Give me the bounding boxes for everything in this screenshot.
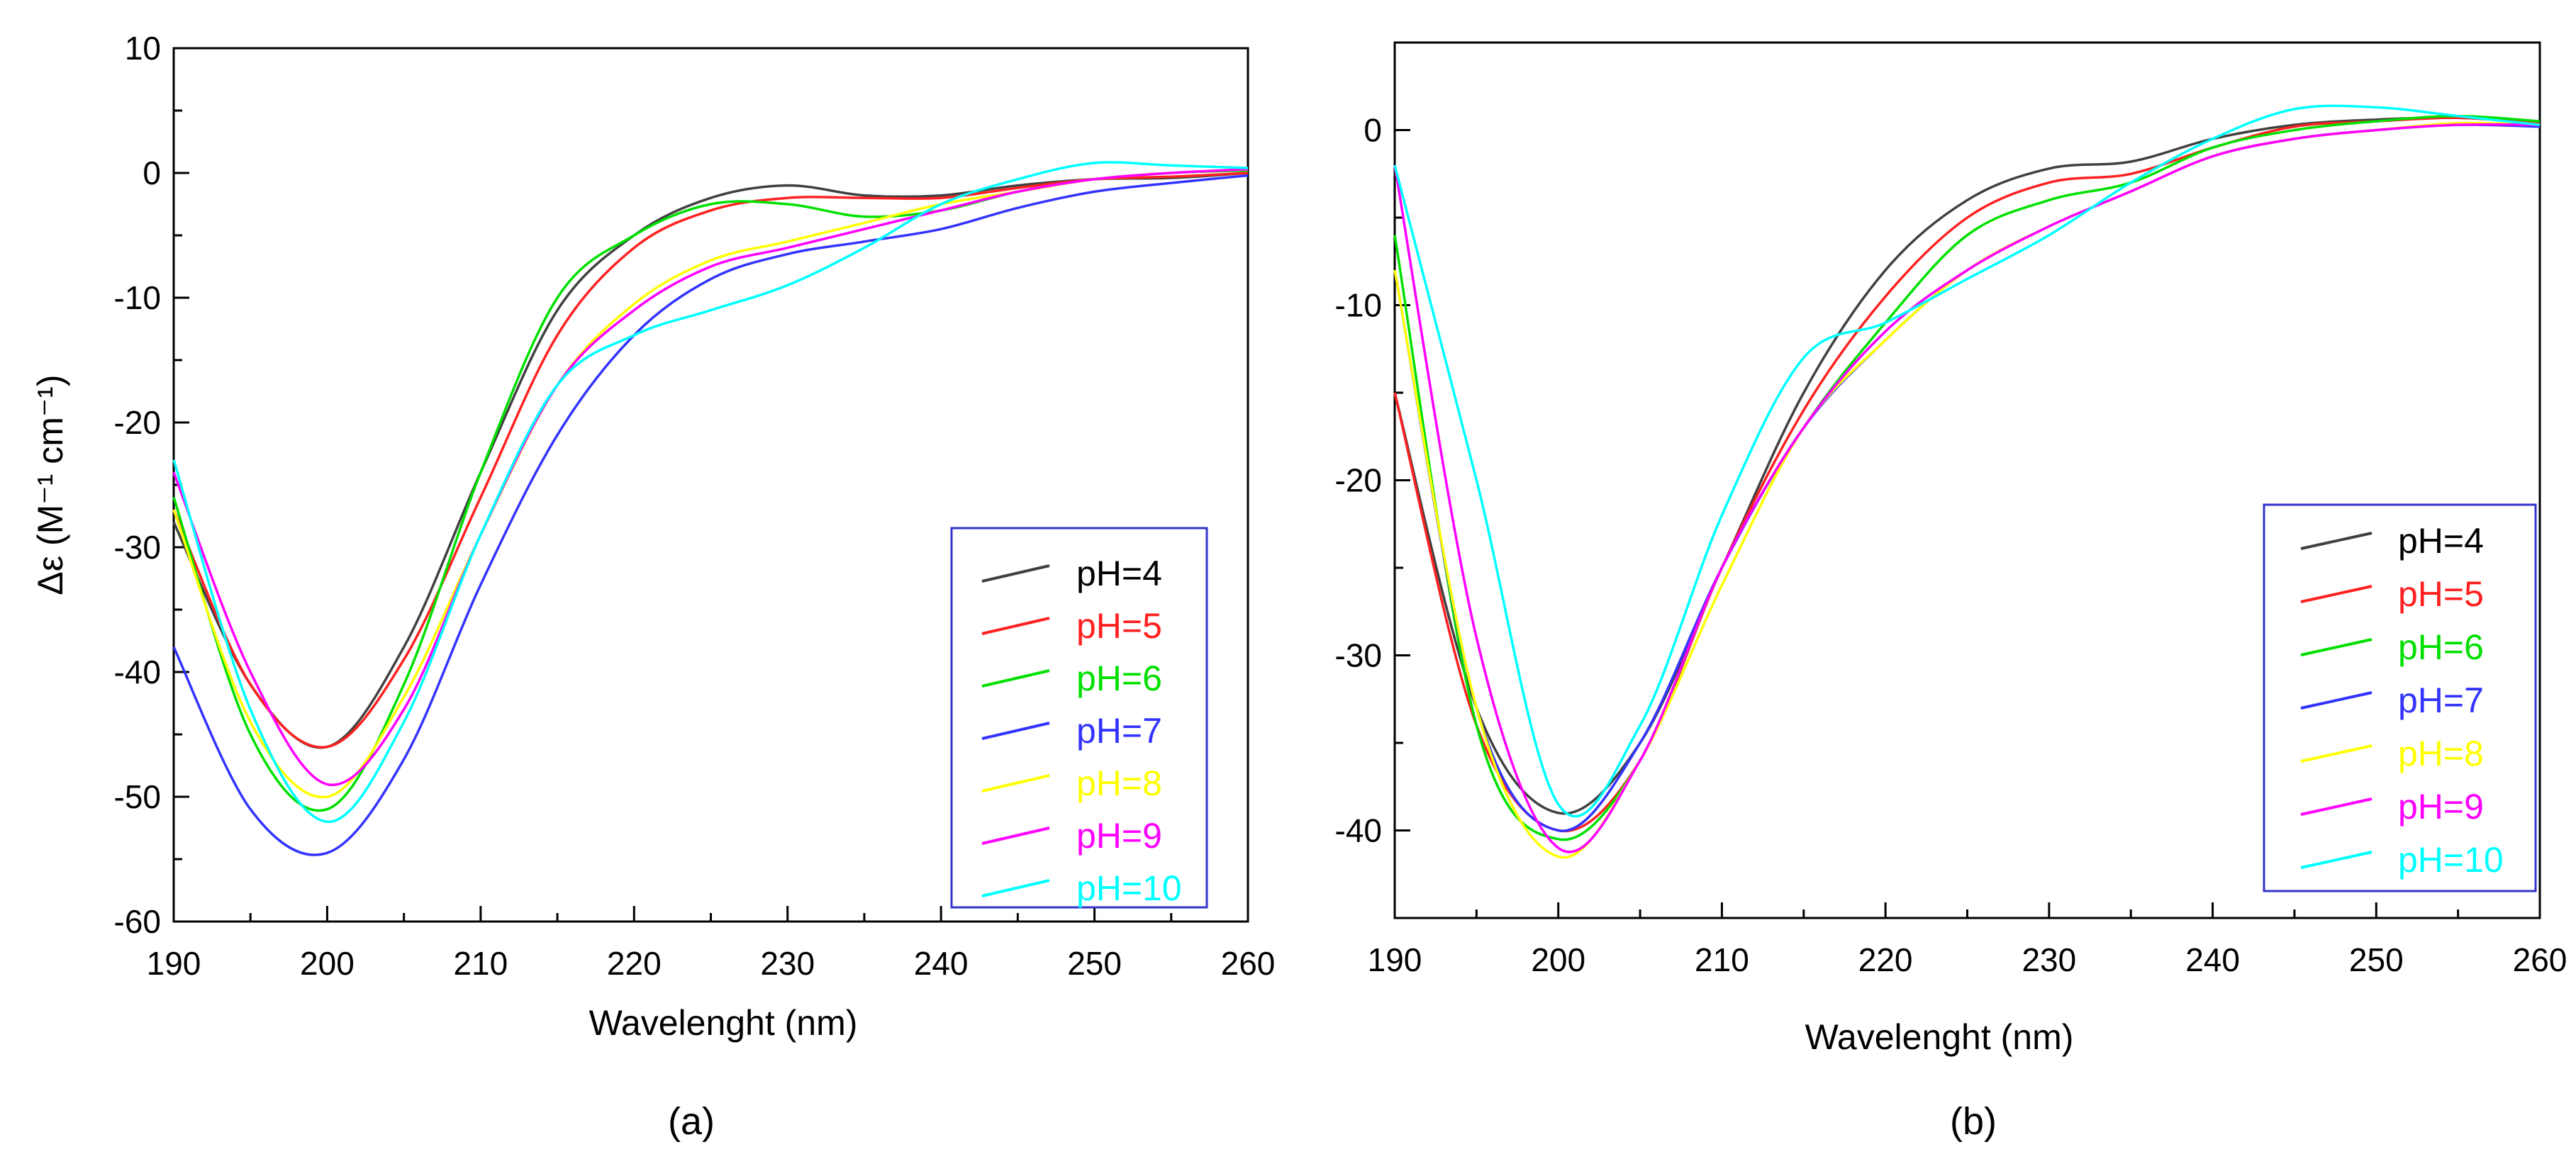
legend-label: pH=7 <box>2398 681 2484 720</box>
legend: pH=4 pH=5 pH=6 pH=7 pH=8 pH=9 pH=10 <box>2263 503 2537 892</box>
y-tick-label: -40 <box>1335 812 1382 849</box>
y-tick-label: -30 <box>1335 637 1382 674</box>
series-line-ph-10 <box>1393 104 2541 818</box>
legend-swatch <box>2300 851 2373 869</box>
x-tick-label: 220 <box>1858 941 1913 978</box>
legend-swatch <box>2300 638 2373 656</box>
x-tick-label: 190 <box>1368 941 1422 978</box>
legend-swatch <box>981 879 1050 897</box>
x-tick-label: 230 <box>760 945 815 982</box>
x-tick-label: 200 <box>1531 941 1585 978</box>
legend-label: pH=7 <box>1076 711 1162 751</box>
panel-label-a: (a) <box>668 1100 715 1143</box>
legend-swatch <box>2300 691 2373 710</box>
legend-label: pH=9 <box>1076 816 1162 856</box>
series-line-ph-6 <box>1393 114 2541 841</box>
series-line-ph-7 <box>172 174 1249 856</box>
legend-swatch <box>981 722 1050 740</box>
x-tick-label: 190 <box>147 945 201 982</box>
legend-label: pH=8 <box>1076 763 1162 803</box>
legend-label: pH=4 <box>1076 554 1162 593</box>
y-tick-label: 0 <box>143 155 161 191</box>
x-tick-label: 210 <box>453 945 508 982</box>
y-axis-label: Δε (M⁻¹ cm⁻¹) <box>30 374 70 595</box>
tick-labels: 190 200 210 220 230 240 250 260 -60 -50 -40 -30 -20 -… <box>114 30 1276 982</box>
legend-box <box>950 527 1208 909</box>
legend: pH=4 pH=5 pH=6 pH=7 pH=8 pH=9 pH=10 <box>950 527 1208 909</box>
y-tick-label: -50 <box>114 778 161 815</box>
y-tick-label: -20 <box>1335 462 1382 499</box>
y-tick-label: -40 <box>114 654 161 690</box>
x-tick-label: 250 <box>1067 945 1122 982</box>
series-group <box>1393 104 2541 859</box>
chart-panel-b: 190 200 210 220 230 240 250 260 -40 -30 -20 -10 0 Wa… <box>1335 41 2567 1143</box>
x-tick-label: 260 <box>2513 941 2567 978</box>
series-line-ph-5 <box>172 172 1249 749</box>
legend-swatch <box>981 564 1050 583</box>
legend-label: pH=5 <box>2398 574 2484 614</box>
legend-swatch <box>2300 585 2373 603</box>
x-axis-label: Wavelenght (nm) <box>589 1003 858 1043</box>
legend-swatch <box>981 774 1050 793</box>
x-axis-label: Wavelenght (nm) <box>1805 1017 2074 1057</box>
legend-label: pH=6 <box>2398 627 2484 667</box>
legend-label: pH=10 <box>1076 868 1182 908</box>
legend-label: pH=8 <box>2398 734 2484 773</box>
series-line-ph-4 <box>1393 116 2541 815</box>
legend-swatch <box>981 617 1050 635</box>
tick-labels: 190 200 210 220 230 240 250 260 -40 -30 -20 -10 0 <box>1335 112 2567 979</box>
x-tick-label: 200 <box>300 945 355 982</box>
x-tick-label: 230 <box>2022 941 2076 978</box>
y-tick-label: 0 <box>1364 112 1382 149</box>
y-tick-label: 10 <box>125 30 161 67</box>
legend-swatch <box>2300 532 2373 550</box>
legend-swatch <box>981 669 1050 688</box>
axis-ticks <box>172 47 1249 923</box>
legend-label: pH=10 <box>2398 840 2504 880</box>
legend-label: pH=9 <box>2398 787 2484 827</box>
legend-label: pH=5 <box>1076 606 1162 646</box>
legend-label: pH=4 <box>2398 521 2484 561</box>
y-tick-label: -60 <box>114 903 161 940</box>
x-tick-label: 250 <box>2349 941 2404 978</box>
legend-swatch <box>2300 744 2373 763</box>
y-tick-label: -10 <box>1335 287 1382 324</box>
chart-panel-a: 190 200 210 220 230 240 250 260 -60 -50 -40 -30 -20 -… <box>30 30 1275 1143</box>
x-tick-label: 240 <box>2185 941 2240 978</box>
axis-ticks <box>1393 129 2541 918</box>
x-tick-label: 240 <box>914 945 969 982</box>
y-tick-label: -10 <box>114 279 161 316</box>
series-line-ph-9 <box>1393 123 2541 853</box>
series-group <box>172 161 1249 856</box>
series-line-ph-9 <box>172 167 1249 787</box>
y-tick-label: -30 <box>114 529 161 566</box>
y-tick-label: -20 <box>114 404 161 441</box>
panel-label-b: (b) <box>1950 1100 1997 1143</box>
legend-box <box>2263 503 2537 892</box>
x-tick-label: 260 <box>1221 945 1276 982</box>
legend-swatch <box>2300 797 2373 816</box>
x-tick-label: 210 <box>1695 941 1749 978</box>
legend-swatch <box>981 827 1050 845</box>
x-tick-label: 220 <box>607 945 662 982</box>
series-line-ph-10 <box>172 161 1249 823</box>
legend-label: pH=6 <box>1076 659 1162 698</box>
